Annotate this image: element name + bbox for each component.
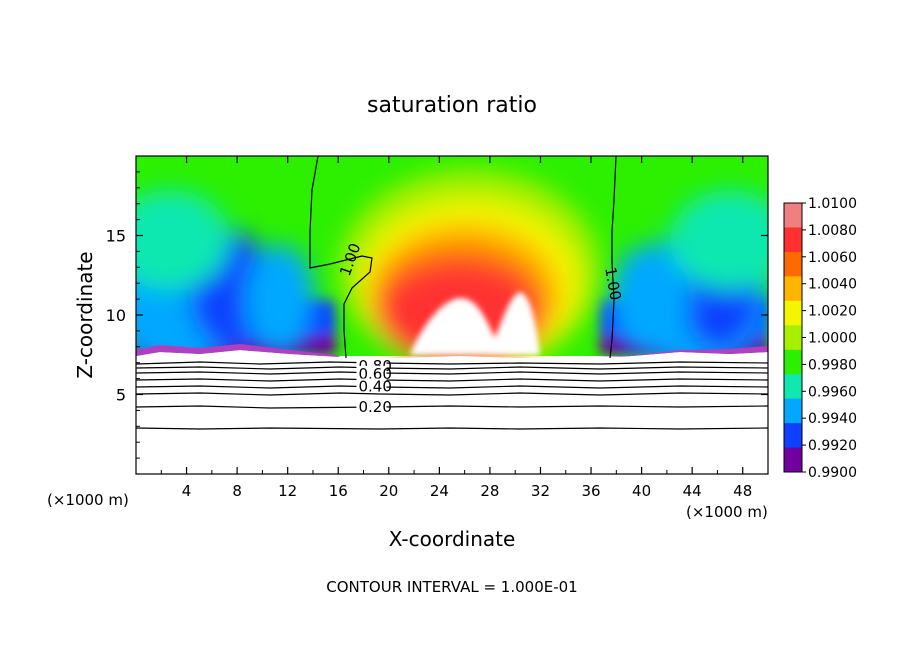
x-tick-label: 24 [430, 482, 449, 500]
colorbar-label: 0.9960 [808, 384, 857, 400]
colorbar-label: 1.0080 [808, 223, 857, 239]
contour-label-group: 0.40 [356, 378, 392, 396]
contour-level-c [136, 371, 768, 375]
contour-label-bg [356, 365, 387, 380]
colorbar-swatch [784, 227, 802, 253]
contour-label: 1.00 [601, 266, 625, 302]
contour-level-h [136, 427, 768, 430]
contour-label: 0.60 [358, 365, 391, 383]
contour-label: 0.20 [358, 398, 391, 416]
x-tick-label: 12 [278, 482, 297, 500]
x-tick-label: 4 [182, 482, 192, 500]
contour-label-group: 0.20 [356, 398, 392, 416]
contour-label: 0.40 [358, 378, 391, 396]
colorbar: 1.0100 1.0080 1.0060 1.0040 1.0020 1.0000 0.99… [783, 196, 857, 481]
y-tick-label: 5 [116, 386, 126, 405]
x-tick-label: 48 [733, 482, 752, 500]
contour-level-d [136, 378, 768, 382]
colorbar-swatch [784, 276, 802, 302]
x-tick-label: 8 [232, 482, 242, 500]
colorbar-label: 0.9940 [808, 411, 857, 427]
contour-level-b [136, 366, 768, 370]
contour-level-a [136, 361, 768, 365]
colorbar-label: 1.0040 [808, 277, 857, 293]
chart-title: saturation ratio [367, 93, 537, 118]
contour-label-bg [356, 378, 387, 393]
contour-1-00-right [609, 156, 617, 359]
contour-1-00-left [309, 156, 373, 359]
x-tick-label: 16 [329, 482, 348, 500]
contour-label-bg [356, 399, 387, 414]
contour-lines [136, 156, 768, 430]
contour-level-f [136, 392, 768, 396]
colorbar-label: 1.0020 [808, 304, 857, 320]
contour-level-g [136, 405, 768, 409]
colorbar-label: 1.0060 [808, 250, 857, 266]
contour-interval-footer: CONTOUR INTERVAL = 1.000E-01 [326, 578, 577, 596]
x-unit-label-right: (×1000 m) [686, 503, 768, 521]
contour-label-group: 0.60 [356, 365, 392, 383]
colorbar-swatch [784, 251, 802, 277]
x-tick-label: 36 [581, 482, 600, 500]
x-tick-label: 28 [480, 482, 499, 500]
y-tick-label: 10 [106, 306, 126, 325]
heatmap-field [136, 156, 768, 474]
y-axis: 5 10 15 [106, 171, 768, 459]
colorbar-label: 0.9920 [808, 438, 857, 454]
x-tick-label: 40 [632, 482, 651, 500]
colorbar-swatch [784, 374, 802, 400]
contour-level-e [136, 385, 768, 389]
x-tick-label: 20 [379, 482, 398, 500]
colorbar-label: 0.9900 [808, 465, 857, 481]
colorbar-swatch [784, 325, 802, 351]
colorbar-swatch [784, 447, 802, 473]
colorbar-label: 1.0000 [808, 331, 857, 347]
contour-label-group: 1.00 [601, 266, 625, 302]
y-axis-label: Z-coordinate [73, 251, 97, 378]
x-tick-label: 44 [683, 482, 702, 500]
x-axis: 4 8 12 16 20 24 28 32 36 40 44 48 [160, 156, 752, 500]
colorbar-swatch [784, 300, 802, 326]
x-unit-label-left: (×1000 m) [47, 491, 129, 509]
colorbar-label: 0.9980 [808, 357, 857, 373]
y-tick-label: 15 [106, 227, 126, 246]
colorbar-label: 1.0100 [808, 196, 857, 212]
colorbar-swatch [784, 349, 802, 375]
x-axis-label: X-coordinate [389, 527, 516, 551]
colorbar-swatch [784, 423, 802, 449]
colorbar-swatch [784, 203, 802, 228]
x-tick-label: 32 [531, 482, 550, 500]
colorbar-swatch [784, 398, 802, 424]
